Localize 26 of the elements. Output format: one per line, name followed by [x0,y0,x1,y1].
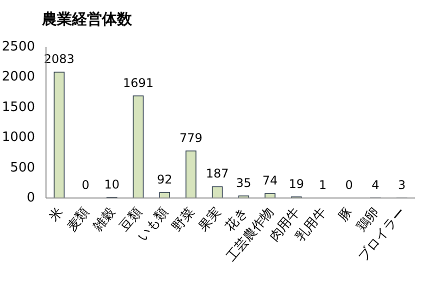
data-label: 3 [398,178,406,192]
data-label: 74 [262,174,278,188]
data-label: 0 [345,178,353,192]
data-label: 779 [180,130,202,145]
data-label: 187 [206,166,229,181]
data-label: 1 [318,178,327,192]
data-label: 0 [82,178,90,192]
chart-title: 農業経営体数 [41,10,133,28]
data-label: 2083 [44,52,74,66]
y-tick-label: 0 [26,190,35,206]
data-label: 10 [104,177,120,192]
x-tick-label: 雑穀 [90,204,119,234]
data-label: 19 [288,176,304,191]
y-tick-label: 2000 [2,70,35,85]
data-label: 4 [372,178,380,192]
x-tick-label: 米 [46,204,66,225]
data-label: 35 [236,176,252,190]
x-tick-label: 豆類 [117,204,146,234]
data-label: 1691 [122,76,154,90]
x-tick-label: 豚 [336,204,356,225]
y-tick-label: 500 [10,160,35,176]
y-tick-label: 1000 [2,130,35,146]
y-tick-label: 2500 [2,40,35,54]
y-tick-label: 1500 [2,100,35,115]
x-tick-label: 麦類 [64,204,93,234]
data-label: 92 [156,172,172,186]
